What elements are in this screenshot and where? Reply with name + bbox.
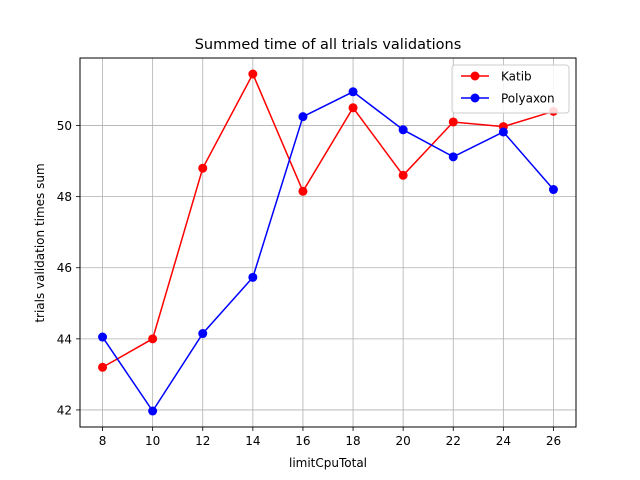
y-axis-ticks: 42 44 46 48 50 (57, 119, 80, 417)
data-point-polyaxon (248, 272, 258, 282)
legend-label-katib: Katib (501, 70, 532, 84)
data-point-polyaxon (398, 125, 408, 135)
data-point-polyaxon (198, 329, 208, 339)
x-axis-label: limitCpuTotal (289, 456, 367, 470)
chart-title: Summed time of all trials validations (195, 37, 462, 53)
data-point-polyaxon (448, 152, 458, 162)
data-point-katib (98, 362, 108, 372)
y-tick-label: 50 (57, 119, 72, 133)
legend-label-polyaxon: Polyaxon (501, 92, 555, 106)
data-point-katib (148, 334, 158, 344)
legend: Katib Polyaxon (451, 64, 570, 114)
y-axis-label: trials validation times sum (33, 163, 47, 322)
data-point-katib (298, 186, 308, 196)
x-tick-label: 14 (245, 434, 260, 448)
data-point-katib (398, 170, 408, 180)
data-point-polyaxon (148, 406, 158, 416)
legend-marker-katib (470, 71, 480, 81)
y-tick-label: 42 (57, 403, 72, 417)
x-tick-label: 22 (446, 434, 461, 448)
series-group (98, 69, 558, 416)
x-tick-label: 8 (99, 434, 107, 448)
x-tick-label: 24 (496, 434, 511, 448)
x-tick-label: 12 (195, 434, 210, 448)
x-tick-label: 18 (345, 434, 360, 448)
data-point-katib (198, 163, 208, 173)
y-tick-label: 46 (57, 261, 72, 275)
data-point-polyaxon (348, 87, 358, 97)
data-point-katib (348, 103, 358, 113)
series-line-katib (102, 72, 554, 368)
data-point-polyaxon (548, 185, 558, 195)
data-point-polyaxon (298, 112, 308, 122)
data-point-katib (248, 69, 258, 79)
x-axis-ticks: 8 10 12 14 16 18 20 22 24 26 (99, 427, 561, 448)
legend-marker-polyaxon (470, 93, 480, 103)
series-line-polyaxon (101, 90, 555, 413)
data-point-katib (448, 117, 458, 127)
x-tick-label: 10 (145, 434, 160, 448)
plot-frame (79, 57, 577, 428)
x-tick-label: 20 (396, 434, 411, 448)
x-tick-label: 26 (546, 434, 561, 448)
legend-box (451, 64, 570, 114)
data-point-polyaxon (498, 127, 508, 137)
grid-lines (80, 58, 576, 427)
x-tick-label: 16 (295, 434, 310, 448)
y-tick-label: 44 (57, 332, 72, 346)
data-point-polyaxon (98, 332, 108, 342)
y-tick-label: 48 (57, 190, 72, 204)
